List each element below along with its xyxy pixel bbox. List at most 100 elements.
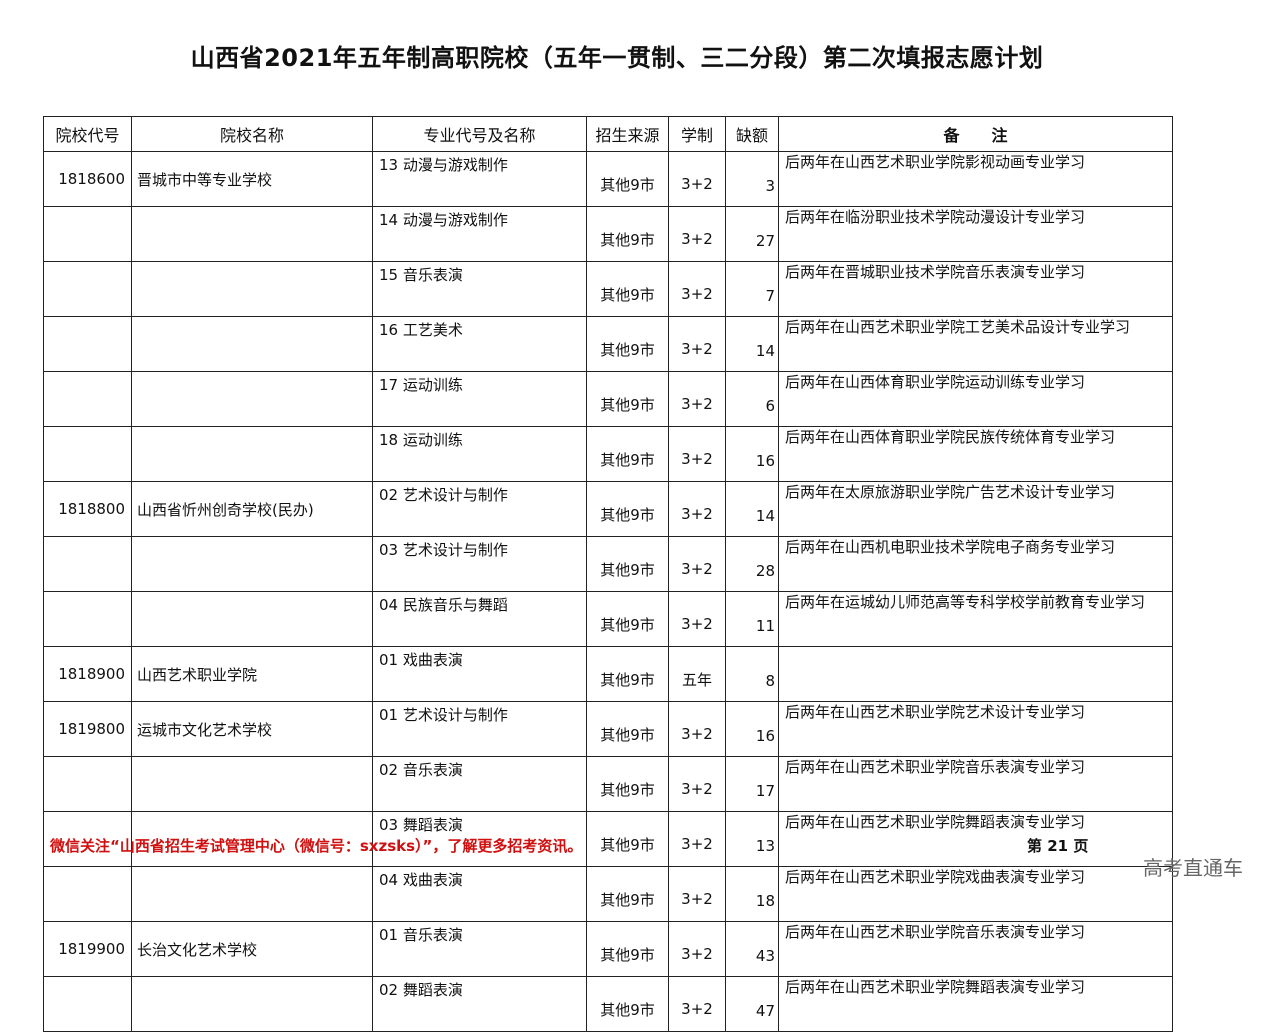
school-code-cell [43,591,132,647]
quota-cell: 7 [725,261,779,317]
major-cell: 04 民族音乐与舞蹈 [372,591,587,647]
table-row: 17 运动训练 其他9市 3+2 6 后两年在山西体育职业学院运动训练专业学习 [43,371,1173,427]
major-cell: 13 动漫与游戏制作 [372,151,587,207]
table-row: 1818800 山西省忻州创奇学校(民办) 02 艺术设计与制作 其他9市 3+2 14 后… [43,481,1173,537]
table-row: 1819900 长治文化艺术学校 01 音乐表演 其他9市 3+2 43 后两年在山西艺术职… [43,921,1173,977]
major-cell: 15 音乐表演 [372,261,587,317]
quota-cell: 11 [725,591,779,647]
length-cell: 3+2 [668,976,726,1032]
school-code-cell [43,756,132,812]
length-cell: 3+2 [668,316,726,372]
table-row: 04 戏曲表演 其他9市 3+2 18 后两年在山西艺术职业学院戏曲表演专业学习 [43,866,1173,922]
remark-cell: 后两年在运城幼儿师范高等专科学校学前教育专业学习 [778,591,1173,647]
school-code-cell [43,536,132,592]
remark-cell: 后两年在山西机电职业技术学院电子商务专业学习 [778,536,1173,592]
remark-cell: 后两年在山西艺术职业学院舞蹈表演专业学习 [778,811,1173,867]
quota-cell: 3 [725,151,779,207]
quota-cell: 14 [725,316,779,372]
table-row: 04 民族音乐与舞蹈 其他9市 3+2 11 后两年在运城幼儿师范高等专科学校学前教育专… [43,591,1173,647]
watermark: 高考直通车 [1143,856,1243,880]
enrollment-plan-table: 院校代号 院校名称 专业代号及名称 招生来源 学制 缺额 备 注 1818600… [43,116,1173,1032]
table-row: 15 音乐表演 其他9市 3+2 7 后两年在晋城职业技术学院音乐表演专业学习 [43,261,1173,317]
remark-cell [778,646,1173,702]
quota-cell: 43 [725,921,779,977]
quota-cell: 8 [725,646,779,702]
school-code-cell [43,811,132,867]
major-cell: 01 音乐表演 [372,921,587,977]
school-code-cell [43,371,132,427]
major-cell: 02 音乐表演 [372,756,587,812]
table-row: 1819800 运城市文化艺术学校 01 艺术设计与制作 其他9市 3+2 16 后两年在山… [43,701,1173,757]
wechat-notice: 微信关注“山西省招生考试管理中心（微信号：sxzsks）”，了解更多招考资讯。 [50,837,583,855]
source-cell: 其他9市 [586,206,669,262]
length-cell: 3+2 [668,426,726,482]
major-cell: 01 戏曲表演 [372,646,587,702]
school-name-cell: 晋城市中等专业学校 [131,151,373,207]
remark-cell: 后两年在山西艺术职业学院艺术设计专业学习 [778,701,1173,757]
major-cell: 03 舞蹈表演 [372,811,587,867]
major-cell: 02 舞蹈表演 [372,976,587,1032]
school-name-cell: 运城市文化艺术学校 [131,701,373,757]
header-source: 招生来源 [586,116,669,152]
school-name-cell [131,206,373,262]
table-row: 03 艺术设计与制作 其他9市 3+2 28 后两年在山西机电职业技术学院电子商务专业学… [43,536,1173,592]
school-code-cell: 1818800 [43,481,132,537]
school-code-cell [43,976,132,1032]
quota-cell: 16 [725,426,779,482]
remark-cell: 后两年在临汾职业技术学院动漫设计专业学习 [778,206,1173,262]
major-cell: 04 戏曲表演 [372,866,587,922]
table-row: 02 舞蹈表演 其他9市 3+2 47 后两年在山西艺术职业学院舞蹈表演专业学习 [43,976,1173,1032]
quota-cell: 47 [725,976,779,1032]
school-name-cell [131,756,373,812]
major-cell: 16 工艺美术 [372,316,587,372]
length-cell: 3+2 [668,261,726,317]
header-length: 学制 [668,116,726,152]
school-code-cell: 1819900 [43,921,132,977]
school-name-cell [131,591,373,647]
length-cell: 3+2 [668,756,726,812]
length-cell: 3+2 [668,151,726,207]
school-code-cell: 1818600 [43,151,132,207]
header-quota: 缺额 [725,116,779,152]
school-code-cell: 1819800 [43,701,132,757]
remark-cell: 后两年在山西艺术职业学院舞蹈表演专业学习 [778,976,1173,1032]
school-name-cell [131,536,373,592]
school-name-cell [131,316,373,372]
source-cell: 其他9市 [586,261,669,317]
table-row: 16 工艺美术 其他9市 3+2 14 后两年在山西艺术职业学院工艺美术品设计专业学习 [43,316,1173,372]
remark-cell: 后两年在山西艺术职业学院音乐表演专业学习 [778,756,1173,812]
quota-cell: 28 [725,536,779,592]
school-name-cell [131,261,373,317]
school-name-cell [131,866,373,922]
school-code-cell [43,316,132,372]
quota-cell: 17 [725,756,779,812]
length-cell: 3+2 [668,371,726,427]
table-row: 1818900 山西艺术职业学院 01 戏曲表演 其他9市 五年 8 [43,646,1173,702]
length-cell: 五年 [668,646,726,702]
school-code-cell: 1818900 [43,646,132,702]
table-row: 18 运动训练 其他9市 3+2 16 后两年在山西体育职业学院民族传统体育专业学习 [43,426,1173,482]
source-cell: 其他9市 [586,811,669,867]
major-cell: 14 动漫与游戏制作 [372,206,587,262]
source-cell: 其他9市 [586,481,669,537]
header-major: 专业代号及名称 [372,116,587,152]
length-cell: 3+2 [668,481,726,537]
major-cell: 03 艺术设计与制作 [372,536,587,592]
source-cell: 其他9市 [586,756,669,812]
length-cell: 3+2 [668,701,726,757]
source-cell: 其他9市 [586,151,669,207]
header-remark: 备 注 [778,116,1173,152]
remark-cell: 后两年在山西艺术职业学院影视动画专业学习 [778,151,1173,207]
quota-cell: 6 [725,371,779,427]
quota-cell: 16 [725,701,779,757]
length-cell: 3+2 [668,206,726,262]
school-code-cell [43,426,132,482]
quota-cell: 18 [725,866,779,922]
source-cell: 其他9市 [586,316,669,372]
length-cell: 3+2 [668,866,726,922]
major-cell: 17 运动训练 [372,371,587,427]
school-code-cell [43,261,132,317]
school-name-cell: 长治文化艺术学校 [131,921,373,977]
source-cell: 其他9市 [586,866,669,922]
length-cell: 3+2 [668,811,726,867]
